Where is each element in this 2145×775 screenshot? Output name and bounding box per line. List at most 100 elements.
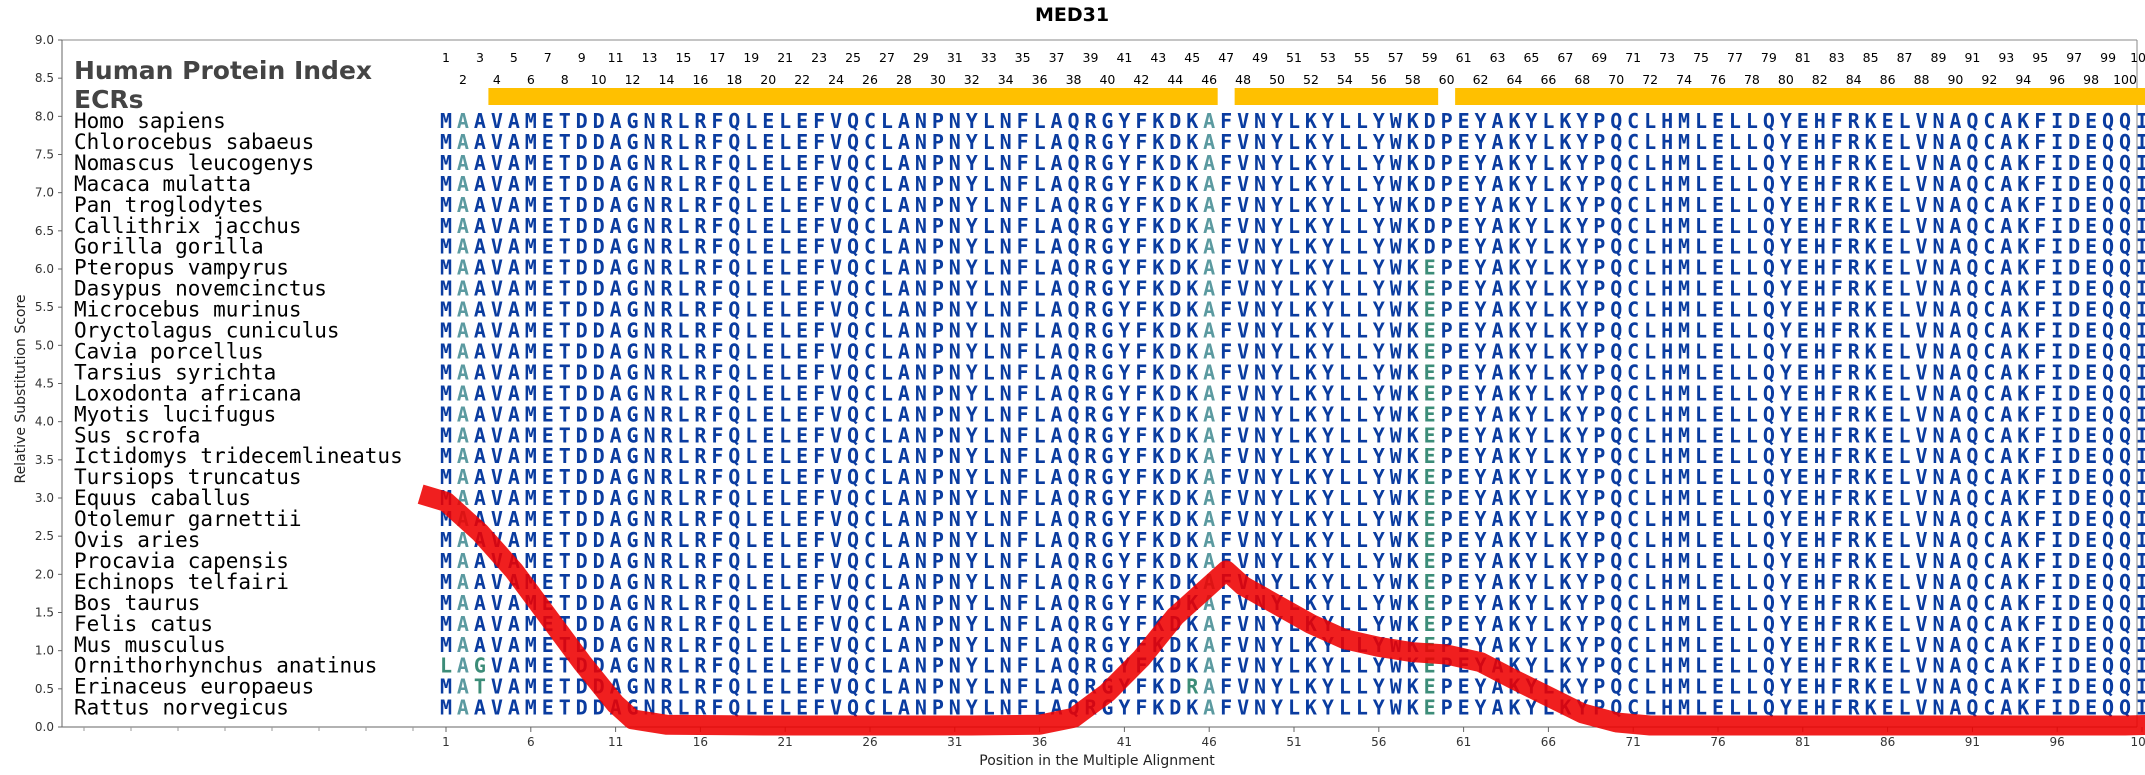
residue: N [643, 235, 655, 259]
residue: N [1000, 214, 1012, 238]
residue: F [2034, 277, 2046, 301]
residue: D [576, 360, 588, 384]
residue: L [745, 381, 757, 405]
residue: N [1932, 381, 1944, 405]
residue: A [2000, 235, 2012, 259]
residue: D [576, 214, 588, 238]
residue: A [1949, 256, 1961, 280]
residue: E [1797, 339, 1809, 363]
residue: E [1458, 360, 1470, 384]
residue: Q [1966, 130, 1978, 154]
residue: L [1899, 277, 1911, 301]
residue: L [1695, 130, 1707, 154]
residue: R [694, 319, 707, 343]
residue: E [1424, 298, 1436, 322]
residue: L [1746, 235, 1758, 259]
residue: L [1034, 423, 1046, 447]
residue: E [542, 193, 554, 217]
residue: L [1356, 130, 1368, 154]
residue: E [542, 235, 554, 259]
position-label: 69 [1591, 50, 1607, 65]
residue: M [525, 339, 537, 363]
residue: A [474, 423, 486, 447]
residue: N [1254, 696, 1266, 720]
residue: P [1593, 109, 1605, 133]
residue: R [660, 235, 673, 259]
residue: Y [1525, 319, 1537, 343]
residue: A [508, 339, 520, 363]
residue: A [2000, 360, 2012, 384]
residue: K [1407, 130, 1419, 154]
residue: Y [1118, 696, 1130, 720]
position-label: 24 [828, 72, 844, 87]
residue: D [593, 298, 605, 322]
residue: Y [1322, 298, 1334, 322]
position-label: 60 [1439, 72, 1455, 87]
residue: D [1169, 696, 1181, 720]
residue: V [1237, 381, 1249, 405]
residue: L [1542, 193, 1554, 217]
residue: F [2034, 172, 2046, 196]
residue: L [779, 109, 791, 133]
residue: L [677, 151, 689, 175]
residue: L [1288, 298, 1300, 322]
residue: F [711, 193, 723, 217]
species-label: Bos taurus [74, 591, 200, 615]
residue: K [1508, 402, 1520, 426]
residue: N [643, 423, 655, 447]
residue: L [745, 193, 757, 217]
residue: R [1084, 339, 1097, 363]
residue: D [2068, 193, 2080, 217]
residue: M [440, 423, 452, 447]
residue: K [1865, 130, 1877, 154]
residue: E [762, 277, 774, 301]
position-label: 54 [1337, 72, 1353, 87]
position-label: 62 [1473, 72, 1489, 87]
residue: E [796, 235, 808, 259]
residue: L [1356, 172, 1368, 196]
residue: L [1288, 319, 1300, 343]
position-label: 12 [625, 72, 641, 87]
residue: D [576, 235, 588, 259]
residue: K [1407, 172, 1419, 196]
residue: V [491, 193, 503, 217]
residue: Q [1763, 319, 1775, 343]
residue: A [898, 109, 910, 133]
residue: Y [1271, 339, 1283, 363]
residue: L [1644, 319, 1656, 343]
residue: A [898, 423, 910, 447]
residue: F [1017, 172, 1029, 196]
residue: Y [1271, 360, 1283, 384]
residue: F [1831, 381, 1843, 405]
residue: M [1678, 360, 1690, 384]
residue: F [1831, 172, 1843, 196]
residue: P [932, 172, 944, 196]
residue: D [1169, 298, 1181, 322]
position-label: 30 [930, 72, 946, 87]
residue: V [1915, 172, 1927, 196]
residue: E [1882, 339, 1894, 363]
residue: A [1949, 193, 1961, 217]
residue: L [1034, 402, 1046, 426]
position-label: 44 [1167, 72, 1183, 87]
residue: R [694, 130, 707, 154]
x-tick-label: 11 [608, 735, 623, 749]
residue: A [457, 339, 469, 363]
residue: V [1915, 130, 1927, 154]
residue: A [2000, 277, 2012, 301]
residue: A [508, 381, 520, 405]
residue: K [2017, 214, 2029, 238]
residue: E [1797, 319, 1809, 343]
ecr-bar [1234, 88, 1439, 105]
position-label: 23 [811, 50, 827, 65]
residue: K [1508, 696, 1520, 720]
residue: E [1797, 381, 1809, 405]
residue: L [1034, 130, 1046, 154]
residue: L [1746, 172, 1758, 196]
residue: A [508, 151, 520, 175]
residue: Y [1373, 298, 1385, 322]
residue: E [1458, 402, 1470, 426]
residue: Q [1610, 256, 1622, 280]
y-tick-label: 8.0 [35, 109, 54, 123]
